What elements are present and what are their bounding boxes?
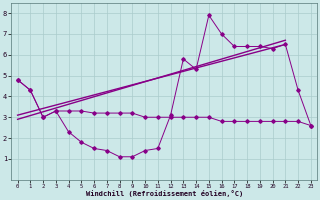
X-axis label: Windchill (Refroidissement éolien,°C): Windchill (Refroidissement éolien,°C) [85,190,243,197]
